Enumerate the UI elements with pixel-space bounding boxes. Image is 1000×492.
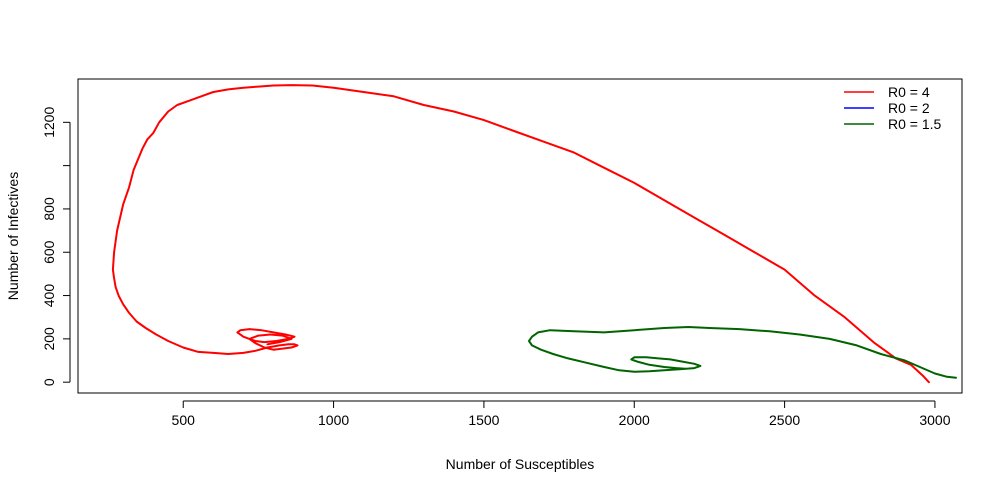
y-tick-label: 400 bbox=[41, 284, 57, 308]
y-tick-label: 200 bbox=[41, 327, 57, 351]
series-line-0 bbox=[111, 84, 930, 384]
legend-label-2: R0 = 1.5 bbox=[888, 116, 942, 132]
x-tick-label: 3000 bbox=[919, 412, 950, 428]
x-tick-label: 2000 bbox=[619, 412, 650, 428]
plot-frame bbox=[77, 78, 963, 394]
y-axis-title: Number of Infectives bbox=[5, 172, 21, 300]
series-layer bbox=[111, 84, 957, 384]
y-tick-label: 600 bbox=[41, 240, 57, 264]
x-axis: 500 1000 1500 2000 2500 3000 bbox=[172, 400, 951, 428]
y-axis: 0 200 400 600 800 1200 bbox=[41, 107, 71, 386]
x-tick-label: 1000 bbox=[318, 412, 349, 428]
x-tick-label: 2500 bbox=[769, 412, 800, 428]
legend-label-0: R0 = 4 bbox=[888, 84, 930, 100]
y-tick-label: 0 bbox=[41, 378, 57, 386]
series-line-2 bbox=[528, 326, 957, 379]
y-tick-label: 1200 bbox=[41, 107, 57, 138]
x-tick-label: 500 bbox=[172, 412, 196, 428]
legend: R0 = 4R0 = 2R0 = 1.5 bbox=[844, 84, 942, 132]
y-tick-label: 800 bbox=[41, 197, 57, 221]
legend-label-1: R0 = 2 bbox=[888, 100, 930, 116]
x-tick-label: 1500 bbox=[468, 412, 499, 428]
x-axis-title: Number of Susceptibles bbox=[446, 456, 595, 472]
